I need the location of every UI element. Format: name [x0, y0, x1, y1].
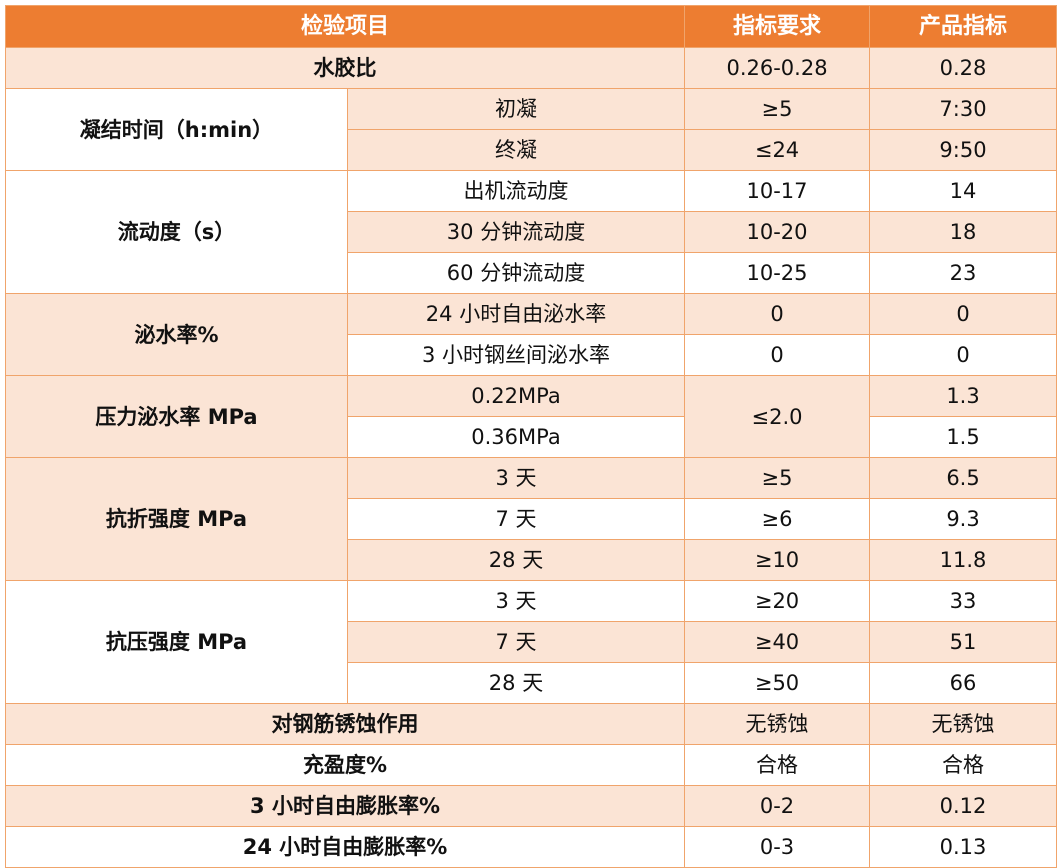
row-label: 对钢筋锈蚀作用	[4, 703, 686, 745]
requirement-cell: ≥40	[684, 621, 871, 663]
table-row: 流动度（s） 出机流动度 10-17 14	[5, 170, 1058, 294]
sub-label: 3 小时钢丝间泌水率	[346, 334, 686, 376]
sub-label: 28 天	[346, 662, 686, 704]
table-row: 凝结时间（h:min） 初凝 ≥5 7:30	[5, 88, 1058, 171]
table-row: 3 小时自由膨胀率% 0-2 0.12	[4, 785, 1058, 827]
sub-label: 30 分钟流动度	[346, 211, 686, 253]
group-label: 抗压强度 MPa	[5, 580, 348, 704]
sub-label: 初凝	[346, 88, 686, 130]
row-label: 3 小时自由膨胀率%	[4, 785, 686, 827]
requirement-cell: 10-17	[684, 170, 871, 212]
sub-label: 28 天	[346, 539, 686, 581]
value-cell: 1.3	[869, 375, 1058, 417]
group-label: 压力泌水率 MPa	[5, 375, 348, 458]
group-label: 抗折强度 MPa	[5, 457, 348, 581]
value-cell: 11.8	[869, 539, 1058, 581]
value-cell: 66	[869, 662, 1058, 704]
row-label: 水胶比	[4, 47, 686, 89]
requirement-cell: ≥50	[684, 662, 871, 704]
requirement-cell: 0.26-0.28	[684, 47, 871, 89]
sub-label: 24 小时自由泌水率	[346, 293, 686, 335]
group-label: 流动度（s）	[5, 170, 348, 294]
sub-label: 终凝	[346, 129, 686, 171]
requirement-cell: ≥20	[684, 580, 871, 622]
table-row: 终凝 ≤24 9:50	[5, 129, 1058, 171]
value-cell: 无锈蚀	[869, 703, 1058, 745]
sub-label: 60 分钟流动度	[346, 252, 686, 294]
value-cell: 14	[869, 170, 1058, 212]
sub-label: 7 天	[346, 498, 686, 540]
header-item: 检验项目	[4, 5, 686, 48]
table-row: 泌水率% 24 小时自由泌水率 0 0	[5, 293, 1058, 376]
requirement-cell: 0-2	[684, 785, 871, 827]
value-cell: 33	[869, 580, 1058, 622]
sub-label: 0.22MPa	[346, 375, 686, 417]
requirement-cell: 10-25	[684, 252, 871, 294]
value-cell: 0.13	[869, 826, 1058, 868]
value-cell: 23	[869, 252, 1058, 294]
group-label: 泌水率%	[5, 293, 348, 376]
requirement-cell: ≤2.0	[684, 375, 871, 458]
requirement-cell: 合格	[684, 744, 871, 786]
requirement-cell: ≥6	[684, 498, 871, 540]
table-row: 抗折强度 MPa 3 天 ≥5 6.5	[5, 457, 1058, 581]
table-row: 充盈度% 合格 合格	[4, 744, 1058, 786]
requirement-cell: ≤24	[684, 129, 871, 171]
requirement-cell: 0-3	[684, 826, 871, 868]
value-cell: 1.5	[869, 416, 1058, 458]
header-requirement: 指标要求	[684, 5, 871, 48]
table-row: 抗压强度 MPa 3 天 ≥20 33	[5, 580, 1058, 704]
requirement-cell: ≥10	[684, 539, 871, 581]
table-row: 28 天 ≥10 11.8	[5, 539, 1058, 581]
value-cell: 18	[869, 211, 1058, 253]
sub-label: 7 天	[346, 621, 686, 663]
value-cell: 6.5	[869, 457, 1058, 499]
row-label: 24 小时自由膨胀率%	[4, 826, 686, 868]
value-cell: 0	[869, 334, 1058, 376]
value-cell: 51	[869, 621, 1058, 663]
requirement-cell: 无锈蚀	[684, 703, 871, 745]
sub-label: 3 天	[346, 457, 686, 499]
requirement-cell: ≥5	[684, 457, 871, 499]
value-cell: 9.3	[869, 498, 1058, 540]
inspection-table: 检验项目 指标要求 产品指标 水胶比 0.26-0.28 0.28 凝结时间（h…	[4, 5, 1058, 868]
value-cell: 0.28	[869, 47, 1058, 89]
table-header-row: 检验项目 指标要求 产品指标	[4, 5, 1058, 48]
header-product: 产品指标	[869, 5, 1058, 48]
requirement-cell: 10-20	[684, 211, 871, 253]
sub-label: 0.36MPa	[346, 416, 686, 458]
value-cell: 合格	[869, 744, 1058, 786]
requirement-cell: 0	[684, 334, 871, 376]
value-cell: 7:30	[869, 88, 1058, 130]
table-row: 对钢筋锈蚀作用 无锈蚀 无锈蚀	[4, 703, 1058, 745]
table-row: 压力泌水率 MPa 0.22MPa ≤2.0 1.3	[5, 375, 1058, 458]
requirement-cell: ≥5	[684, 88, 871, 130]
group-label: 凝结时间（h:min）	[5, 88, 348, 171]
requirement-cell: 0	[684, 293, 871, 335]
value-cell: 0.12	[869, 785, 1058, 827]
value-cell: 9:50	[869, 129, 1058, 171]
table-row: 24 小时自由膨胀率% 0-3 0.13	[4, 826, 1058, 868]
sub-label: 3 天	[346, 580, 686, 622]
table-row: 水胶比 0.26-0.28 0.28	[4, 47, 1058, 89]
value-cell: 0	[869, 293, 1058, 335]
row-label: 充盈度%	[4, 744, 686, 786]
sub-label: 出机流动度	[346, 170, 686, 212]
